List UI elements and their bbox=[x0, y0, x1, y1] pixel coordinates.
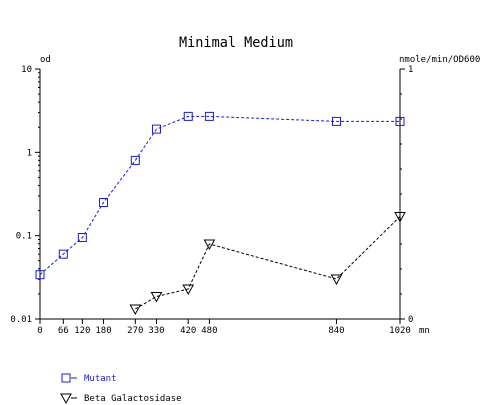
data-point bbox=[58, 249, 68, 259]
series-beta-galactosidase bbox=[129, 212, 406, 316]
data-point bbox=[150, 292, 163, 303]
x-tick-label: 180 bbox=[95, 326, 111, 336]
series-mutant bbox=[35, 111, 405, 280]
legend-entry: Beta Galactosidase bbox=[60, 393, 182, 405]
x-axis-unit: mn bbox=[419, 326, 430, 336]
right-y-tick-label: 1 bbox=[408, 65, 413, 75]
x-tick-label: 480 bbox=[201, 326, 217, 336]
legend: Mutant Beta Galactosidase bbox=[60, 373, 182, 405]
legend-label: Beta Galactosidase bbox=[84, 394, 182, 404]
left-y-tick-label: 0.1 bbox=[16, 232, 32, 242]
left-y-tick-label: 1 bbox=[27, 148, 32, 158]
legend-marker bbox=[60, 393, 72, 405]
x-tick-label: 120 bbox=[74, 326, 90, 336]
series-layer bbox=[35, 111, 406, 316]
right-axis-label: nmole/min/OD600 bbox=[399, 55, 480, 65]
data-point bbox=[183, 111, 193, 121]
x-tick-label: 270 bbox=[127, 326, 143, 336]
data-point bbox=[129, 304, 142, 316]
legend-marker bbox=[61, 373, 71, 383]
data-point bbox=[203, 239, 216, 251]
data-point bbox=[151, 124, 161, 134]
left-axis-label: od bbox=[40, 55, 51, 65]
series-line bbox=[135, 216, 401, 310]
x-tick-label: 420 bbox=[180, 326, 196, 336]
left-y-tick-label: 0.01 bbox=[10, 315, 32, 325]
data-point bbox=[204, 111, 214, 121]
data-point bbox=[182, 284, 195, 296]
chart-title: Minimal Medium bbox=[179, 35, 293, 51]
x-tick-label: 330 bbox=[148, 326, 164, 336]
data-point bbox=[395, 116, 405, 126]
data-point bbox=[77, 233, 87, 243]
data-point bbox=[331, 116, 341, 126]
data-point bbox=[330, 274, 343, 286]
series-line bbox=[39, 115, 400, 276]
legend-entry: Mutant bbox=[61, 373, 117, 384]
data-point bbox=[99, 198, 109, 208]
left-y-tick-label: 10 bbox=[21, 65, 32, 75]
right-y-tick-label: 0 bbox=[408, 315, 413, 325]
data-point bbox=[394, 212, 406, 223]
data-point bbox=[35, 270, 45, 280]
x-tick-label: 0 bbox=[37, 326, 42, 336]
x-tick-label: 66 bbox=[58, 326, 69, 336]
x-tick-label: 840 bbox=[328, 326, 344, 336]
legend-label: Mutant bbox=[84, 374, 117, 384]
x-tick-label: 1020 bbox=[389, 326, 411, 336]
data-point bbox=[130, 155, 140, 165]
